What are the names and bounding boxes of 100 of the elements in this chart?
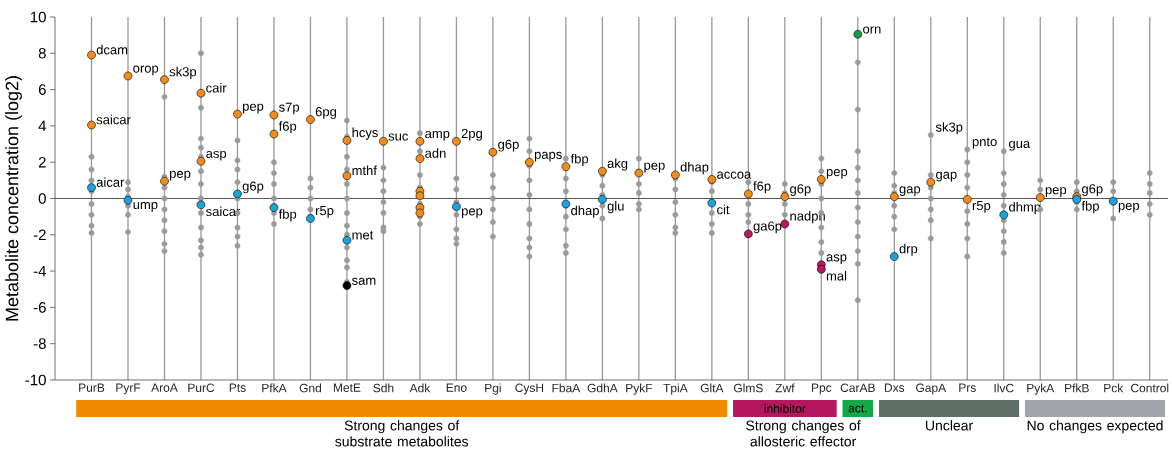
annotation: f6p <box>278 121 297 134</box>
annotation: g6p <box>790 184 811 196</box>
annotation: saicar <box>96 114 131 125</box>
x-tick-label: GdhA <box>587 383 618 393</box>
x-tick-label: CysH <box>515 383 544 395</box>
x-tick-label: PykF <box>626 383 653 395</box>
x-tick-label: Control <box>1131 383 1169 393</box>
annotation: saicar <box>206 206 241 217</box>
y-tick-label: 4 <box>38 120 47 132</box>
annotation: akg <box>607 158 628 171</box>
x-tick-label: AroA <box>151 383 178 392</box>
annotation: mthf <box>352 165 377 176</box>
x-tick-label: IlvC <box>994 383 1014 393</box>
annotation: dhap <box>680 162 709 175</box>
text: inhibitor <box>764 404 806 413</box>
annotation: orop <box>133 65 159 76</box>
annotation: pep <box>644 162 665 173</box>
annotation: 2pg <box>461 128 482 141</box>
annotation: pnto <box>972 137 997 149</box>
text: Unclear <box>926 420 973 431</box>
annotation: met <box>352 231 374 240</box>
annotation: gua <box>1009 140 1031 151</box>
x-tick-label: Prs <box>959 383 976 392</box>
annotation: orn <box>863 26 881 34</box>
x-tick-label: MetE <box>333 383 361 392</box>
x-tick-label: Pck <box>1104 383 1124 393</box>
x-tick-label: GlmS <box>733 383 763 393</box>
x-tick-label: PyrF <box>116 383 141 395</box>
annotation: glu <box>607 201 624 214</box>
annotation: mal <box>826 270 847 281</box>
y-tick-label: -2 <box>33 229 46 241</box>
x-tick-label: Eno <box>446 383 467 392</box>
x-tick-label: GapA <box>916 383 947 395</box>
annotation: pep <box>243 103 264 114</box>
annotation: sk3p <box>935 122 963 135</box>
x-tick-label: Gnd <box>299 383 322 393</box>
annotation: cit <box>717 204 730 215</box>
y-tick-label: 8 <box>38 47 46 59</box>
annotation: gap <box>899 186 921 196</box>
x-tick-label: PfkB <box>1065 383 1089 393</box>
annotation: amp <box>425 130 450 141</box>
annotation: fbp <box>1081 201 1099 214</box>
annotation: asp <box>206 150 227 161</box>
annotation: sam <box>352 277 376 285</box>
annotation: adn <box>425 148 446 158</box>
text: Strong changes of substrate metabolites <box>335 420 469 447</box>
annotation: sk3p <box>169 66 197 79</box>
x-tick-label: Dxs <box>884 383 905 392</box>
annotation: suc <box>388 133 409 141</box>
y-tick-label: 6 <box>38 84 46 95</box>
annotation: cair <box>206 82 227 93</box>
x-tick-label: PurC <box>188 383 215 393</box>
y-tick-label: -10 <box>25 374 46 386</box>
annotation: aicar <box>96 177 125 187</box>
x-tick-label: PfkA <box>262 383 287 393</box>
x-tick-label: FbaA <box>552 383 581 393</box>
annotation: hcys <box>352 127 378 140</box>
x-tick-label: TpiA <box>663 383 688 395</box>
text: No changes expected <box>1027 420 1163 434</box>
annotation: fbp <box>278 209 297 222</box>
annotation: pep <box>826 169 848 179</box>
x-tick-label: Zwf <box>775 383 795 393</box>
annotation: asp <box>826 254 847 265</box>
y-tick-label: -4 <box>33 265 47 277</box>
y-tick-label: 10 <box>30 11 46 23</box>
annotation: g6p <box>1082 184 1103 196</box>
y-tick-label: 0 <box>38 193 46 204</box>
annotation: s7p <box>279 102 300 115</box>
annotation: g6p <box>498 139 519 152</box>
y-tick-label: -8 <box>33 338 46 349</box>
annotation: fbp <box>570 153 589 167</box>
x-tick-label: Adk <box>409 383 431 393</box>
annotation: ga6p <box>753 221 782 234</box>
annotation: pep <box>1045 187 1067 197</box>
x-tick-label: Ppc <box>811 383 832 395</box>
annotation: nadph <box>790 211 825 224</box>
x-tick-label: CarAB <box>840 383 875 393</box>
annotation: pep <box>170 170 191 181</box>
annotation: g6p <box>242 181 264 194</box>
text: act. <box>848 404 867 413</box>
annotation: gap <box>936 171 957 182</box>
x-tick-label: Pts <box>229 383 246 392</box>
x-tick-label: Pgi <box>485 383 501 395</box>
y-tick-label: -6 <box>33 302 46 313</box>
text: Strong changes of allosteric effector <box>746 420 861 447</box>
y-axis-title: Metabolite concentration (log2) <box>5 76 22 321</box>
annotation: paps <box>534 151 562 162</box>
annotation: 6pg <box>315 107 336 119</box>
x-tick-label: PurB <box>79 383 105 392</box>
annotation: f6p <box>753 181 771 194</box>
annotation: pep <box>1118 202 1140 213</box>
annotation: pep <box>461 208 483 219</box>
annotation: dcam <box>96 44 128 55</box>
annotation: drp <box>899 243 918 256</box>
annotation: dhap <box>571 205 599 218</box>
annotation: r5p <box>316 206 334 218</box>
x-tick-label: PykA <box>1027 383 1055 395</box>
y-tick-label: 2 <box>38 156 46 168</box>
annotation: ump <box>133 202 158 212</box>
x-tick-label: GltA <box>700 383 724 393</box>
